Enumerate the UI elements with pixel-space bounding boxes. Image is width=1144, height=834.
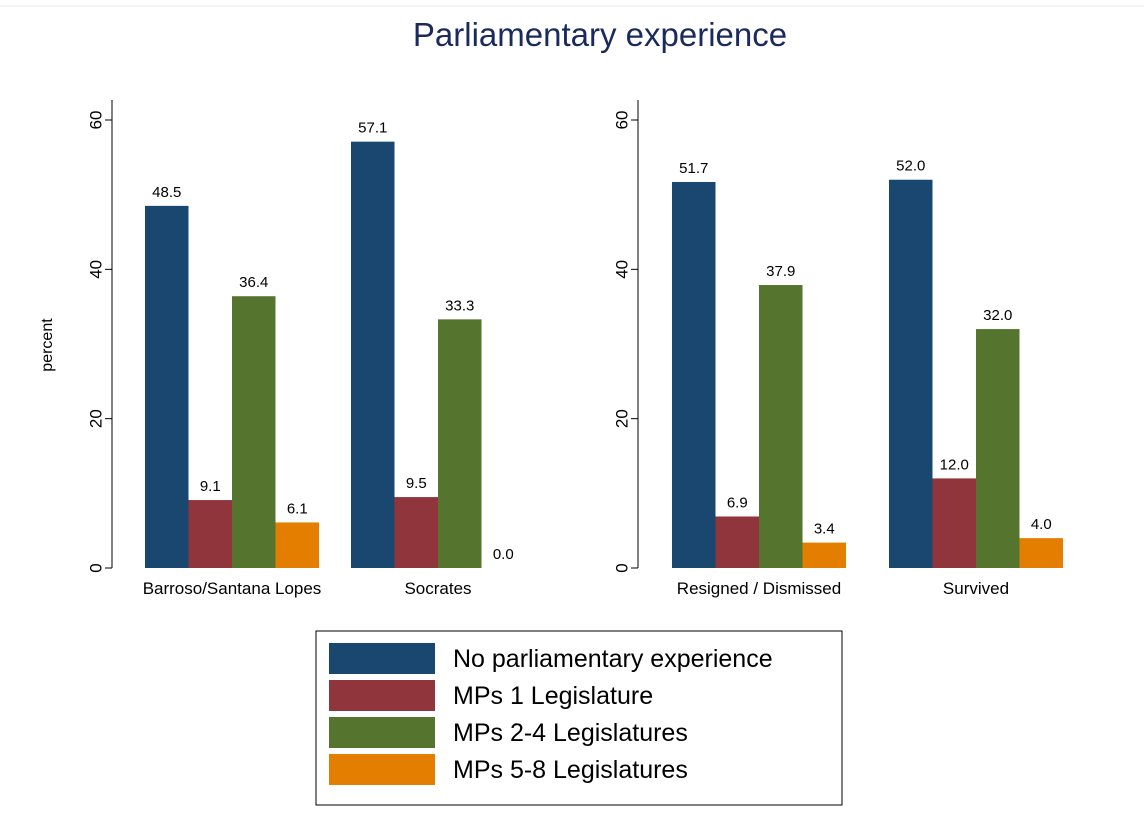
- legend-label: MPs 5-8 Legislatures: [453, 756, 688, 784]
- bar-value-label: 51.7: [679, 160, 708, 177]
- bar-mps-5-8-legislatures: [275, 522, 319, 568]
- y-tick-label: 60: [87, 111, 106, 130]
- y-tick-label: 60: [613, 111, 632, 130]
- bar-value-label: 48.5: [152, 184, 181, 201]
- legend-label: MPs 2-4 Legislatures: [453, 719, 688, 747]
- legend-swatch-mps-2-4-legislatures: [329, 717, 435, 748]
- legend-swatch-mps-5-8-legislatures: [329, 754, 435, 785]
- y-tick-label: 20: [87, 409, 106, 428]
- y-tick-label: 0: [87, 563, 106, 572]
- bar-mps-2-4-legislatures: [759, 285, 803, 568]
- bar-mps-1-legislature: [715, 516, 759, 568]
- bar-mps-5-8-legislatures: [802, 542, 846, 568]
- plot-panel-2: 0 20 40 60 51.7 6.9 37.9 3.4 Resigned / Dismisse…: [613, 100, 1063, 598]
- bar-value-label: 12.0: [940, 456, 969, 473]
- bar-value-label: 6.9: [727, 494, 748, 511]
- legend-swatch-no-parliamentary-experience: [329, 643, 435, 674]
- bar-value-label: 9.1: [200, 478, 221, 495]
- bar-mps-2-4-legislatures: [976, 329, 1020, 568]
- bar-mps-1-legislature: [394, 497, 438, 568]
- bar-value-label: 36.4: [239, 274, 268, 291]
- y-tick-label: 40: [613, 260, 632, 279]
- y-tick-label: 40: [87, 260, 106, 279]
- bar-mps-2-4-legislatures: [232, 296, 276, 568]
- bar-value-label: 9.5: [406, 475, 427, 492]
- bar-no-parliamentary-experience: [351, 141, 395, 569]
- bar-mps-5-8-legislatures: [1019, 538, 1063, 568]
- plot-panels: 0 20 40 60 48.5 9.1 36.4 6.1 Barroso/Santana Lop…: [87, 100, 1063, 598]
- bar-value-label: 6.1: [287, 500, 308, 517]
- bar-value-label: 0.0: [493, 546, 514, 563]
- bar-no-parliamentary-experience: [672, 181, 716, 568]
- bar-mps-1-legislature: [932, 478, 976, 568]
- bar-value-label: 3.4: [814, 521, 835, 538]
- category-label: Socrates: [404, 579, 471, 598]
- bar-value-label: 33.3: [445, 297, 474, 314]
- legend-label: No parliamentary experience: [453, 645, 773, 673]
- bar-value-label: 37.9: [766, 263, 795, 280]
- y-tick-label: 20: [613, 409, 632, 428]
- legend-label: MPs 1 Legislature: [453, 682, 653, 710]
- bar-mps-2-4-legislatures: [438, 319, 482, 568]
- category-label: Barroso/Santana Lopes: [143, 579, 322, 598]
- bar-value-label: 32.0: [983, 307, 1012, 324]
- bar-no-parliamentary-experience: [889, 179, 933, 568]
- legend-swatch-mps-1-legislature: [329, 680, 435, 711]
- y-tick-label: 0: [613, 563, 632, 572]
- bar-value-label: 52.0: [896, 158, 925, 175]
- category-label: Resigned / Dismissed: [677, 579, 841, 598]
- bar-value-label: 57.1: [358, 120, 387, 137]
- bar-no-parliamentary-experience: [145, 205, 189, 568]
- category-label: Survived: [943, 579, 1009, 598]
- bar-value-label: 4.0: [1031, 516, 1052, 533]
- y-axis-label: percent: [39, 318, 56, 372]
- bar-mps-1-legislature: [188, 500, 232, 568]
- legend: No parliamentary experience MPs 1 Legisla…: [315, 630, 843, 806]
- plot-panel-1: 0 20 40 60 48.5 9.1 36.4 6.1 Barroso/Santana Lop…: [87, 100, 514, 598]
- chart-title: Parliamentary experience: [413, 16, 787, 53]
